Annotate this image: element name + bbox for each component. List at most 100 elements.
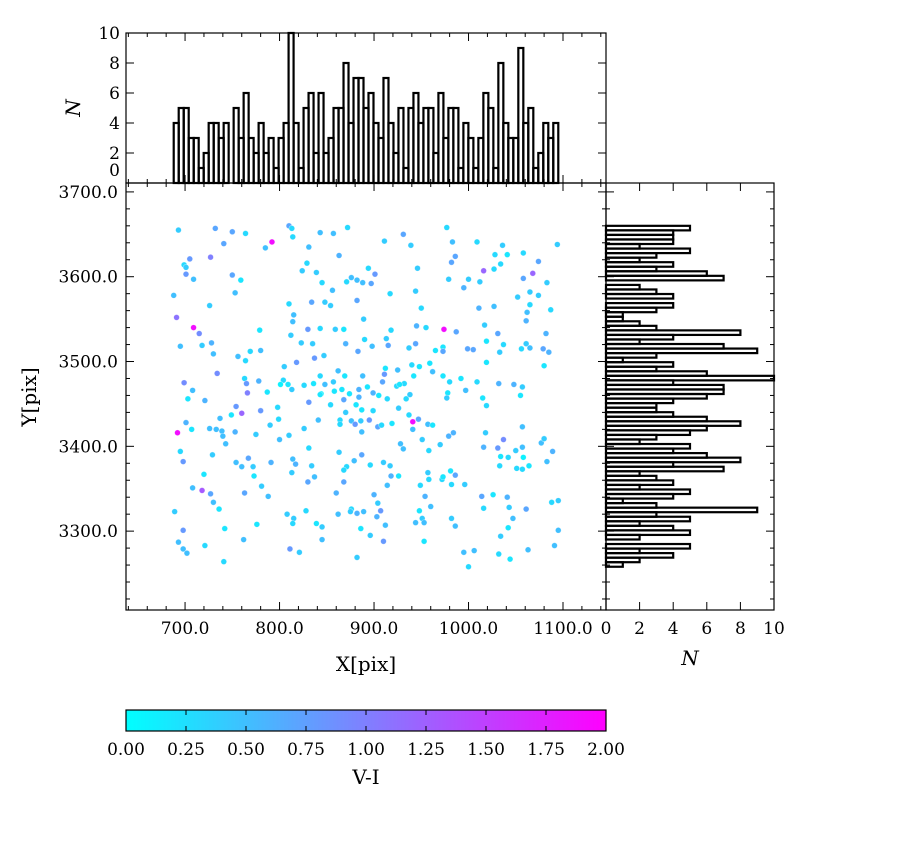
- scatter-point: [331, 387, 338, 395]
- scatter-point: [475, 304, 483, 312]
- scatter-point: [369, 389, 377, 397]
- y-tick-label: 3400.0: [59, 437, 118, 457]
- scatter-point: [483, 359, 490, 366]
- scatter-point: [355, 386, 363, 393]
- scatter-point: [383, 335, 390, 342]
- scatter-point: [252, 431, 260, 438]
- scatter-point: [483, 337, 490, 345]
- scatter-point: [229, 228, 236, 235]
- colorbar-tick-label: 1.00: [347, 740, 385, 760]
- scatter-point: [525, 462, 533, 470]
- scatter-point: [175, 226, 182, 234]
- scatter-point: [348, 274, 355, 281]
- scatter-point: [206, 425, 213, 432]
- y-axis-label: Y[pix]: [17, 367, 41, 427]
- scatter-point: [213, 370, 221, 377]
- y-tick-label: 3500.0: [59, 353, 118, 373]
- right-hist-bar: [604, 292, 675, 300]
- colorbar-tick-label: 1.75: [527, 740, 565, 760]
- scatter-point: [462, 387, 469, 394]
- scatter-point: [396, 381, 403, 388]
- scatter-point: [452, 253, 459, 260]
- scatter-point: [342, 409, 349, 416]
- top-hist-frame: [125, 32, 607, 184]
- colorbar-label: V-I: [351, 765, 379, 789]
- scatter-point: [540, 435, 548, 442]
- scatter-point: [505, 454, 512, 461]
- scatter-point: [265, 493, 272, 500]
- right-hist-x-tick-label: 8: [735, 619, 746, 639]
- scatter-point: [535, 292, 542, 299]
- scatter-point: [296, 549, 303, 556]
- scatter-point: [207, 490, 214, 498]
- scatter-point: [387, 326, 395, 334]
- scatter-point: [490, 265, 498, 273]
- scatter-point: [520, 275, 527, 282]
- scatter-point: [520, 454, 527, 461]
- scatter-point: [443, 224, 450, 231]
- scatter-point: [427, 503, 434, 510]
- scatter-point: [522, 505, 530, 513]
- scatter-point: [287, 332, 295, 339]
- scatter-point: [519, 383, 526, 391]
- scatter-point: [184, 395, 192, 403]
- top-hist-y-tick-label: 4: [109, 114, 120, 134]
- scatter-point: [460, 284, 467, 291]
- scatter-point: [316, 391, 324, 398]
- scatter-point: [361, 336, 368, 343]
- scatter-point: [440, 326, 448, 333]
- scatter-point: [274, 404, 281, 411]
- scatter-point: [479, 394, 486, 402]
- scatter-point: [448, 259, 455, 266]
- scatter-point: [308, 298, 315, 306]
- scatter-point: [174, 429, 181, 436]
- scatter-point: [495, 380, 502, 387]
- scatter-point: [419, 436, 426, 443]
- scatter-point: [478, 493, 485, 500]
- scatter-point: [452, 522, 459, 530]
- scatter-point: [452, 471, 459, 479]
- scatter-point: [445, 276, 452, 283]
- scatter-point: [407, 242, 415, 249]
- x-tick-label: 700.0: [161, 619, 210, 639]
- scatter-point: [327, 401, 334, 408]
- scatter-point: [382, 521, 389, 529]
- scatter-point: [201, 542, 209, 549]
- scatter-point: [465, 563, 472, 570]
- scatter-point: [352, 401, 360, 408]
- scatter-point: [416, 507, 423, 514]
- scatter-point: [218, 427, 226, 435]
- scatter-point: [298, 339, 305, 347]
- scatter-point: [412, 287, 419, 295]
- scatter-point: [220, 558, 227, 565]
- right-hist-bar: [604, 561, 624, 568]
- right-hist-x-tick-label: 4: [668, 619, 679, 639]
- right-hist-x-tick-label: 2: [634, 619, 645, 639]
- scatter-point: [386, 290, 394, 297]
- scatter-point: [384, 482, 391, 489]
- scatter-point: [555, 527, 562, 534]
- top-hist-y-tick-label: 10: [98, 24, 120, 44]
- right-hist-x-tick-label: 0: [601, 619, 612, 639]
- scatter-point: [365, 265, 372, 272]
- right-histogram-axes: 0 2 4 6 8 10: [601, 182, 785, 639]
- scatter-point: [370, 491, 378, 498]
- scatter-point: [310, 380, 317, 387]
- scatter-point: [232, 459, 240, 466]
- scatter-point: [300, 382, 308, 389]
- scatter-point: [304, 478, 312, 486]
- scatter-point: [320, 352, 328, 359]
- scatter-point: [465, 276, 472, 283]
- scatter-point: [406, 391, 414, 398]
- scatter-point: [334, 510, 342, 518]
- scatter-point: [340, 466, 347, 474]
- top-hist-bar: [552, 121, 560, 185]
- scatter-point: [340, 396, 347, 403]
- scatter-point: [182, 270, 190, 278]
- scatter-point: [510, 381, 518, 388]
- scatter-point: [335, 252, 343, 259]
- scatter-point: [334, 367, 342, 375]
- right-hist-x-tick-label: 10: [763, 619, 785, 639]
- scatter-point: [175, 538, 182, 546]
- scatter-point: [526, 301, 534, 308]
